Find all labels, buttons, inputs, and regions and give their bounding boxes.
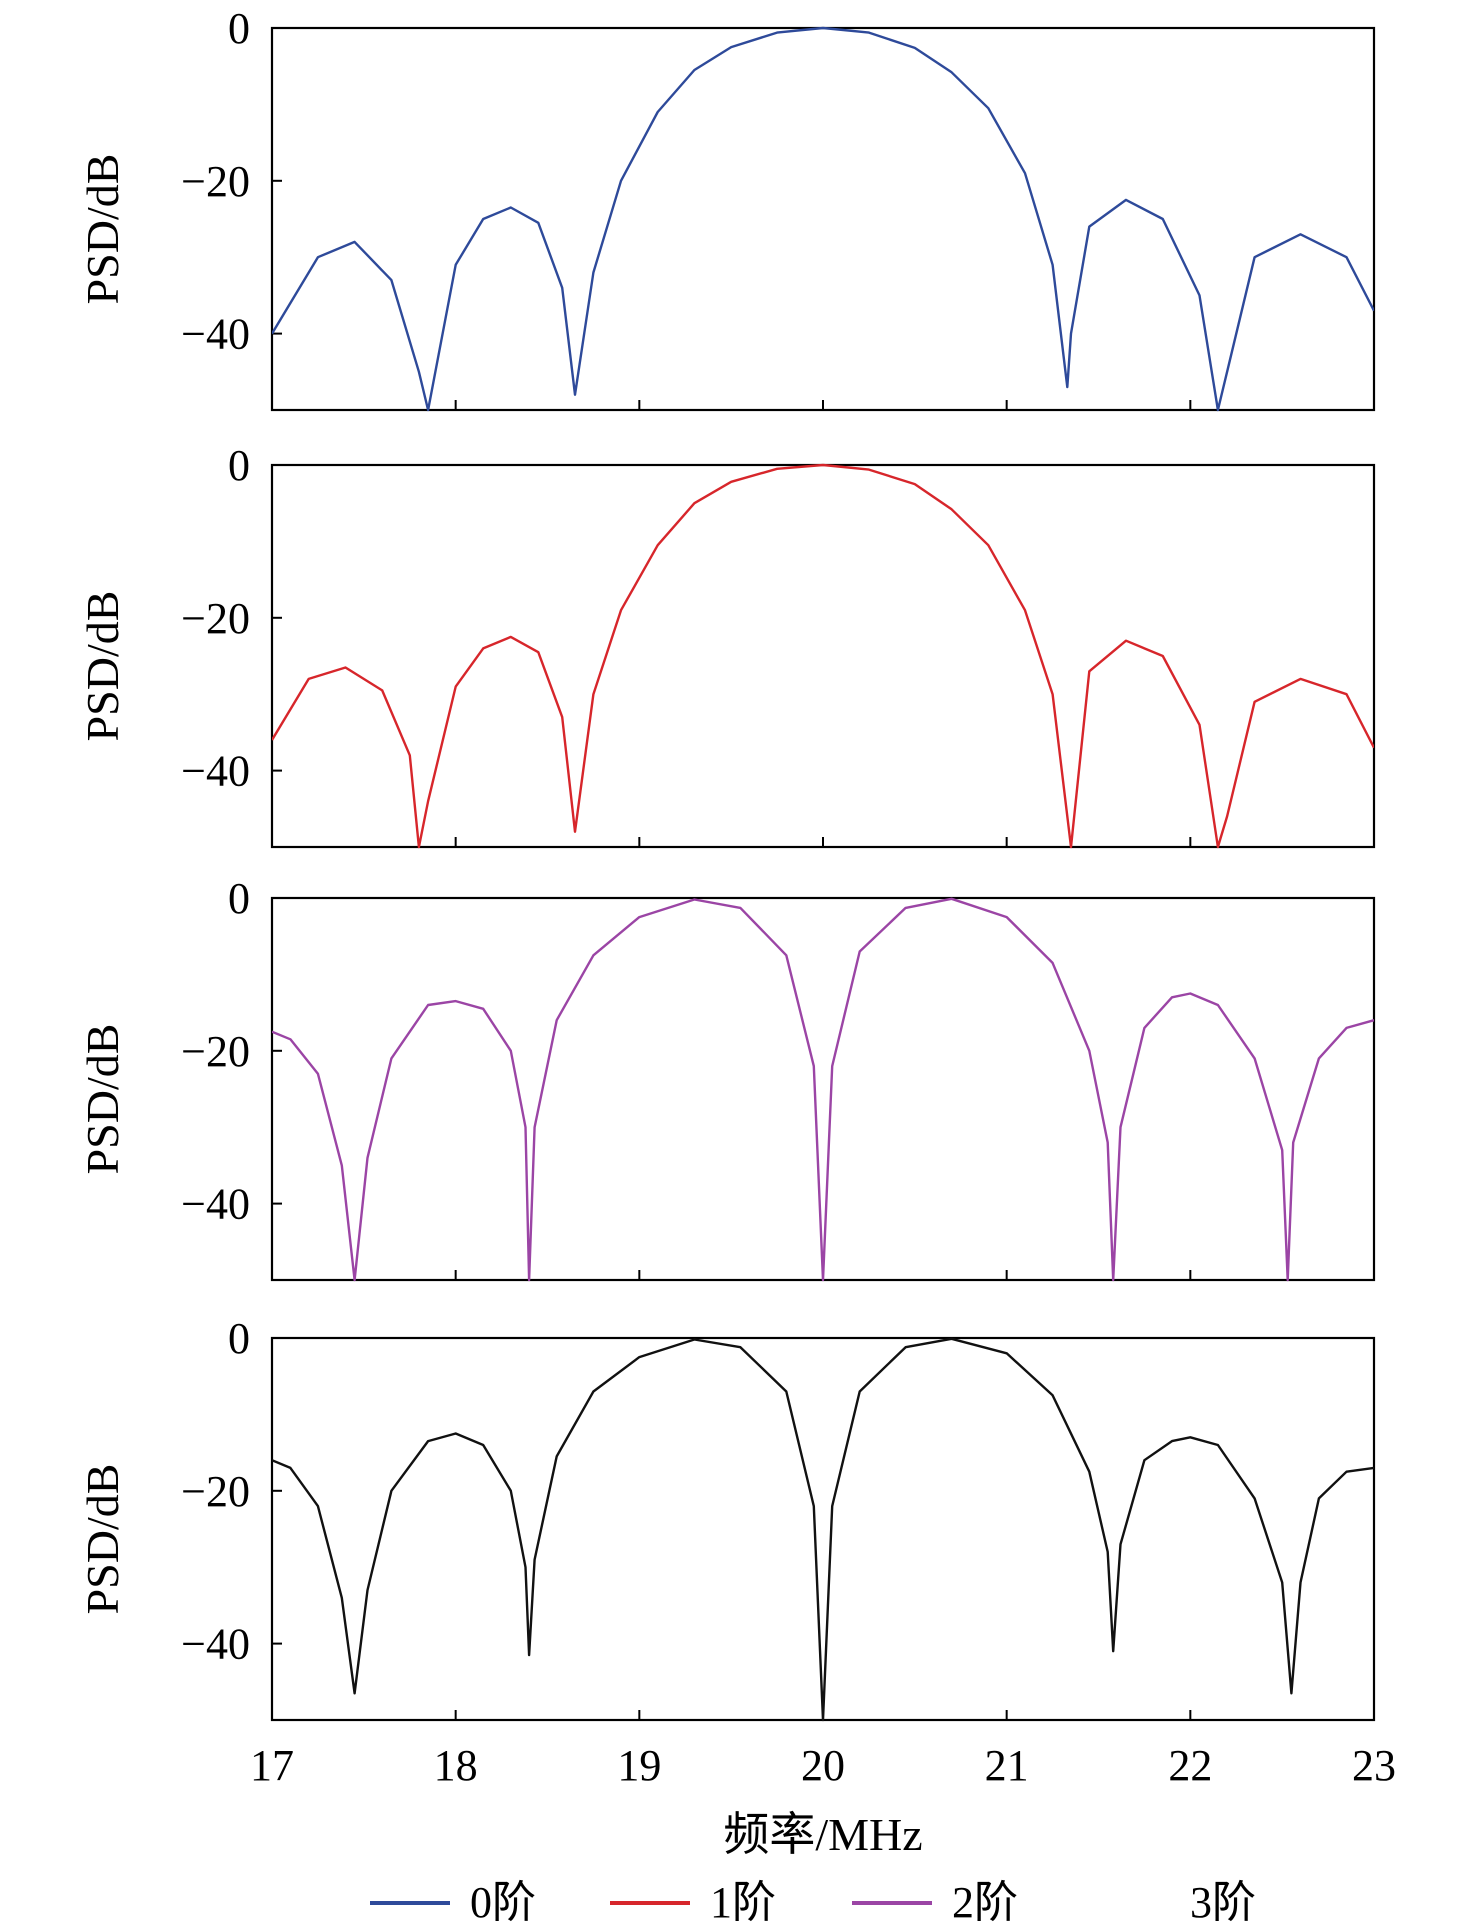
panel-1-y-tick-label-0: 0 [228,441,250,490]
panel-1-y-tick-label-2: −40 [181,747,250,796]
legend-label-2: 2阶 [952,1878,1018,1924]
panel-3-y-tick-label-0: 0 [228,1314,250,1363]
panel-2-y-tick-label-0: 0 [228,874,250,923]
panel-1-y-axis-title: PSD/dB [77,591,128,742]
series-line-3 [272,1337,1374,1722]
series-line-0 [272,26,1374,412]
x-tick-label-23: 23 [1352,1741,1396,1790]
legend-label-1: 1阶 [710,1878,776,1924]
x-tick-label-22: 22 [1168,1741,1212,1790]
series-line-2 [272,897,1374,1282]
panel-2-y-tick-label-1: −20 [181,1027,250,1076]
panel-1-y-tick-label-1: −20 [181,594,250,643]
series-line-1 [272,463,1374,849]
x-tick-label-17: 17 [250,1741,294,1790]
panel-3-y-tick-label-2: −40 [181,1620,250,1669]
panel-0-y-axis-title: PSD/dB [77,154,128,305]
panel-3-frame [270,1336,1376,1722]
x-tick-label-20: 20 [801,1741,845,1790]
panel-3-y-tick-label-1: −20 [181,1467,250,1516]
panel-2-frame [270,896,1376,1282]
panel-2-y-tick-label-2: −40 [181,1180,250,1229]
panel-0-y-tick-label-0: 0 [228,4,250,53]
panel-2-y-axis-title: PSD/dB [77,1024,128,1175]
x-tick-label-18: 18 [434,1741,478,1790]
x-tick-label-19: 19 [617,1741,661,1790]
panel-0-y-tick-label-2: −40 [181,310,250,359]
panel-0-y-tick-label-1: −20 [181,157,250,206]
legend-label-3: 3阶 [1190,1878,1256,1924]
panel-3-y-axis-title: PSD/dB [77,1464,128,1615]
x-axis-title: 频率/MHz [723,1809,922,1860]
legend-label-0: 0阶 [470,1878,536,1924]
x-tick-label-21: 21 [985,1741,1029,1790]
